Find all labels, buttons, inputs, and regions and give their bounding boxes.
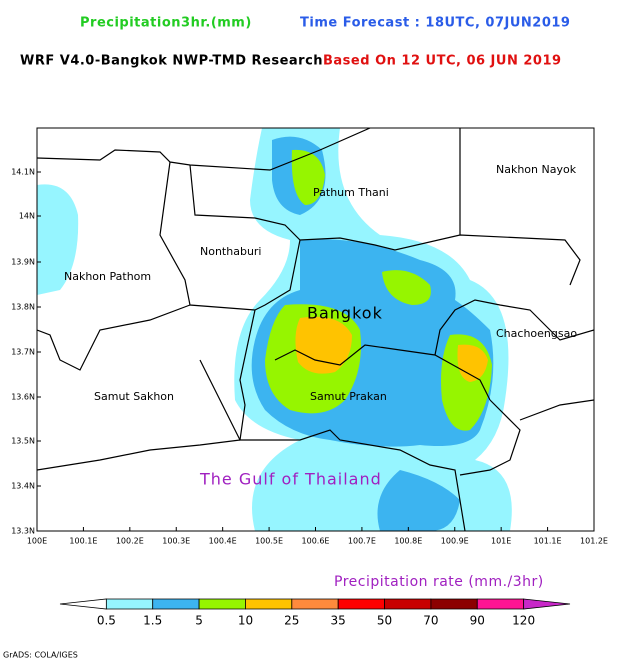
place-label: Samut Sakhon	[94, 390, 174, 403]
y-tick-label: 13.6N	[11, 393, 35, 402]
colorbar-swatch	[152, 598, 200, 610]
x-tick-label: 100.7E	[348, 537, 376, 546]
x-tick-label: 101E	[491, 537, 511, 546]
colorbar-swatch	[523, 598, 571, 610]
map: Pathum Thani Nakhon Nayok Nonthaburi Nakhon…	[11, 127, 608, 546]
y-tick-label: 13.5N	[11, 437, 35, 446]
forecast-time: Time Forecast : 18UTC, 07JUN2019	[300, 16, 570, 31]
y-tick-label: 14N	[19, 212, 35, 221]
colorbar-label: 120	[512, 614, 535, 628]
y-tick-label: 13.9N	[11, 258, 35, 267]
place-label: Bangkok	[307, 304, 383, 323]
colorbar-swatch	[476, 598, 525, 610]
colorbar-label: 10	[238, 614, 253, 628]
x-tick-label: 100.1E	[69, 537, 97, 546]
colorbar-swatch	[105, 598, 154, 610]
y-tick-label: 14.1N	[11, 168, 35, 177]
x-tick-label: 101.1E	[534, 537, 562, 546]
x-tick-label: 100E	[27, 537, 47, 546]
colorbar-label: 70	[423, 614, 438, 628]
x-tick-label: 100.3E	[162, 537, 190, 546]
colorbar-label: 5	[195, 614, 203, 628]
colorbar-swatch	[430, 598, 478, 610]
colorbar-swatch	[384, 598, 432, 610]
colorbar-swatch	[337, 598, 385, 610]
x-tick-label: 100.9E	[441, 537, 469, 546]
colorbar-label: 25	[284, 614, 299, 628]
colorbar-swatch	[245, 598, 293, 610]
x-tick-label: 100.8E	[394, 537, 422, 546]
place-label: The Gulf of Thailand	[199, 470, 382, 489]
footer: GrADS: COLA/IGES	[3, 651, 78, 660]
y-tick-label: 13.3N	[11, 527, 35, 536]
x-tick-label: 101.2E	[580, 537, 608, 546]
colorbar-swatch	[59, 598, 107, 610]
colorbar-label: 35	[331, 614, 346, 628]
colorbar-title: Precipitation rate (mm./3hr)	[334, 574, 544, 590]
based-on: Based On 12 UTC, 06 JUN 2019	[323, 54, 562, 69]
place-label: Nakhon Pathom	[64, 270, 151, 283]
colorbar-label: 0.5	[97, 614, 116, 628]
place-label: Samut Prakan	[310, 390, 387, 403]
colorbar-swatch	[198, 598, 246, 610]
colorbar-label: 90	[470, 614, 485, 628]
y-tick-label: 13.7N	[11, 348, 35, 357]
x-tick-label: 100.4E	[209, 537, 237, 546]
colorbar-label: 1.5	[143, 614, 162, 628]
x-tick-label: 100.6E	[302, 537, 330, 546]
precip-field	[37, 128, 594, 531]
title: Precipitation3hr.(mm)	[80, 16, 252, 31]
y-tick-label: 13.8N	[11, 303, 35, 312]
boundaries	[37, 128, 594, 531]
place-label: Pathum Thani	[313, 186, 389, 199]
x-tick-label: 100.5E	[255, 537, 283, 546]
y-tick-label: 13.4N	[11, 482, 35, 491]
place-label: Chachoengsao	[496, 327, 577, 340]
place-label: Nakhon Nayok	[496, 163, 577, 176]
model-name: WRF V4.0-Bangkok NWP-TMD Research	[20, 54, 323, 69]
x-tick-label: 100.2E	[116, 537, 144, 546]
place-label: Nonthaburi	[200, 245, 262, 258]
colorbar-swatch	[291, 598, 339, 610]
colorbar-label: 50	[377, 614, 392, 628]
colorbar: 0.5 1.5 5 10 25 35 50 70 90 120	[59, 598, 571, 628]
